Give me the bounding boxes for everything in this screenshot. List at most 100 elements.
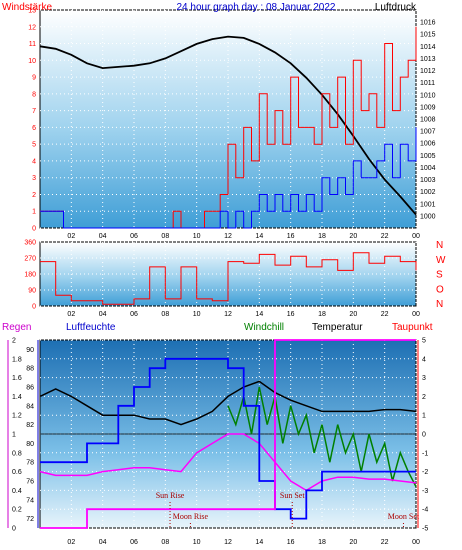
x-tick-label: 14 <box>255 539 263 546</box>
rain-tick: 0.8 <box>12 450 22 457</box>
pressure-tick: 1002 <box>420 189 436 196</box>
rain-tick: 1.2 <box>12 413 22 420</box>
humidity-tick: 74 <box>26 497 34 504</box>
x-tick-label: 06 <box>130 311 138 318</box>
x-tick-label: 18 <box>318 311 326 318</box>
temperature-tick: -5 <box>422 526 428 533</box>
compass-label: N <box>436 240 443 251</box>
temperature-tick: 2 <box>422 394 426 401</box>
x-tick-label: 16 <box>287 539 295 546</box>
x-tick-label: 10 <box>193 233 201 240</box>
series-wind-direction <box>40 252 417 305</box>
wind-speed-tick: 4 <box>32 158 36 165</box>
annotation-label: Moon Set <box>388 512 420 521</box>
wind-speed-tick: 13 <box>28 8 36 15</box>
x-tick-label: 12 <box>224 233 232 240</box>
x-tick-label: 02 <box>67 311 75 318</box>
x-tick-label: 22 <box>381 539 389 546</box>
humidity-tick: 88 <box>26 366 34 373</box>
x-tick-label: 12 <box>224 311 232 318</box>
pressure-tick: 1004 <box>420 165 436 172</box>
x-tick-label: 18 <box>318 539 326 546</box>
wind-speed-tick: 3 <box>32 175 36 182</box>
humidity-axis-ticks: 72 74 76 78 80 82 84 86 88 90 <box>26 347 34 523</box>
x-tick-label: 06 <box>130 539 138 546</box>
pressure-tick: 1001 <box>420 201 436 208</box>
pressure-tick: 1011 <box>420 80 435 87</box>
pressure-tick: 1007 <box>420 129 436 136</box>
x-tick-label: 16 <box>287 311 295 318</box>
x-tick-label: 02 <box>67 539 75 546</box>
humidity-tick: 78 <box>26 460 34 467</box>
x-tick-label: 10 <box>193 311 201 318</box>
annotation-label: Moon Rise <box>173 512 209 521</box>
wind-direction-tick: 180 <box>24 272 36 279</box>
pressure-tick: 1009 <box>420 104 436 111</box>
rain-axis-ticks: 0 0.2 0.4 0.6 0.8 1 1.2 1.4 1.6 1.8 2 <box>12 338 22 533</box>
x-tick-label: 14 <box>255 233 263 240</box>
x-tick-label: 18 <box>318 233 326 240</box>
legend-humidity: Luftfeuchte <box>66 322 116 333</box>
wind-speed-tick: 1 <box>32 209 36 216</box>
wind-speed-tick: 2 <box>32 192 36 199</box>
temperature-tick: 5 <box>422 338 426 345</box>
wind-speed-tick: 5 <box>32 142 36 149</box>
compass-label: S <box>436 270 443 281</box>
x-tick-label: 00 <box>412 233 420 240</box>
panel-temperature-series <box>39 339 417 529</box>
pressure-tick: 1000 <box>420 213 436 220</box>
series-windchill <box>227 386 417 487</box>
temperature-tick: 0 <box>422 432 426 439</box>
wind-speed-tick: 12 <box>28 24 36 31</box>
pressure-tick: 1013 <box>420 56 436 63</box>
x-tick-label: 22 <box>381 233 389 240</box>
wind-speed-tick: 6 <box>32 125 36 132</box>
humidity-tick: 84 <box>26 403 34 410</box>
wind-speed-tick: 8 <box>32 91 36 98</box>
wind-direction-tick: 360 <box>24 240 36 247</box>
legend-windchill: Windchill <box>244 322 284 333</box>
x-tick-label: 20 <box>349 311 357 318</box>
temperature-tick: 4 <box>422 356 426 363</box>
series-luftfeuchte <box>40 357 416 520</box>
pressure-axis-ticks: 1000 1001 1002 1003 1004 1005 1006 1007 1008 1009… <box>420 20 436 221</box>
temperature-axis-ticks: -5 -4 -3 -2 -1 0 1 2 3 4 5 <box>422 338 428 533</box>
wind-speed-tick: 11 <box>29 41 36 48</box>
x-tick-label: 08 <box>161 311 169 318</box>
panel-temperature: Regen Luftfeuchte Windchill Temperatur T… <box>2 322 433 546</box>
temperature-tick: 3 <box>422 375 426 382</box>
wind-direction-tick: 270 <box>24 256 36 263</box>
legend-rain: Regen <box>2 322 31 333</box>
wind-direction-tick: 90 <box>28 288 36 295</box>
x-tick-label: 02 <box>67 233 75 240</box>
x-tick-label: 00 <box>412 539 420 546</box>
humidity-tick: 86 <box>26 385 34 392</box>
x-tick-label: 22 <box>381 311 389 318</box>
legend-dewpoint: Taupunkt <box>392 322 433 333</box>
pressure-tick: 1012 <box>420 68 436 75</box>
humidity-tick: 82 <box>26 422 34 429</box>
panel-wind-direction-x-ticks: 02 04 06 08 10 12 14 16 18 20 22 00 <box>67 311 420 318</box>
x-tick-label: 20 <box>349 233 357 240</box>
wind-direction-axis-ticks: 0 90 180 270 360 <box>24 240 36 311</box>
pressure-tick: 1014 <box>420 44 436 51</box>
series-wind-average <box>40 127 417 229</box>
rain-tick: 1.6 <box>12 375 22 382</box>
temperature-tick: -4 <box>422 507 428 514</box>
rain-tick: 0.2 <box>12 507 22 514</box>
annotation-label: Sun Rise <box>156 491 185 500</box>
humidity-tick: 76 <box>26 479 34 486</box>
rain-tick: 0.4 <box>12 488 22 495</box>
x-tick-label: 14 <box>255 311 263 318</box>
x-tick-label: 06 <box>130 233 138 240</box>
wind-speed-tick: 7 <box>32 108 36 115</box>
x-tick-label: 10 <box>193 539 201 546</box>
compass-label: W <box>436 255 446 266</box>
annotation-label: Sun Set <box>280 491 305 500</box>
temperature-tick: -2 <box>422 469 428 476</box>
wind-speed-tick: 9 <box>32 75 36 82</box>
rain-tick: 1.8 <box>12 356 22 363</box>
